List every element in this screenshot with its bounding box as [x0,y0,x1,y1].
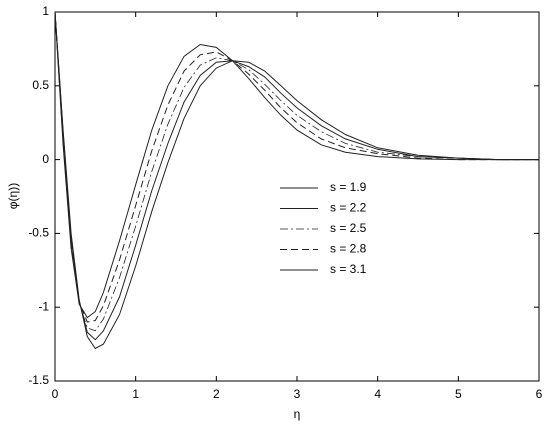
series-line [54,11,539,323]
x-tick-label: 1 [132,387,139,401]
legend-label: s = 3.1 [330,262,367,276]
x-tick-label: 3 [294,387,301,401]
legend-label: s = 2.8 [330,242,367,256]
y-tick-label: -1 [38,299,49,313]
x-axis-label: η [294,407,301,421]
x-tick-label: 4 [374,387,381,401]
plot-frame [54,11,540,382]
y-tick-label: 0.5 [32,78,49,92]
y-tick-label: 1 [42,4,49,18]
legend-label: s = 1.9 [330,180,367,194]
x-tick-label: 0 [52,387,59,401]
legend-label: s = 2.2 [330,201,367,215]
x-tick-label: 2 [213,387,220,401]
y-tick-label: 0 [42,152,49,166]
series-line [54,11,539,350]
x-tick-label: 5 [455,387,462,401]
series-line [54,11,539,332]
y-tick-label: -0.5 [28,226,49,240]
y-tick-label: -1.5 [28,373,49,387]
series-line [54,11,539,319]
series-line [54,11,539,341]
y-axis-label: φ(η)) [6,183,20,209]
x-tick-label: 6 [536,387,543,401]
legend-label: s = 2.5 [330,221,367,235]
